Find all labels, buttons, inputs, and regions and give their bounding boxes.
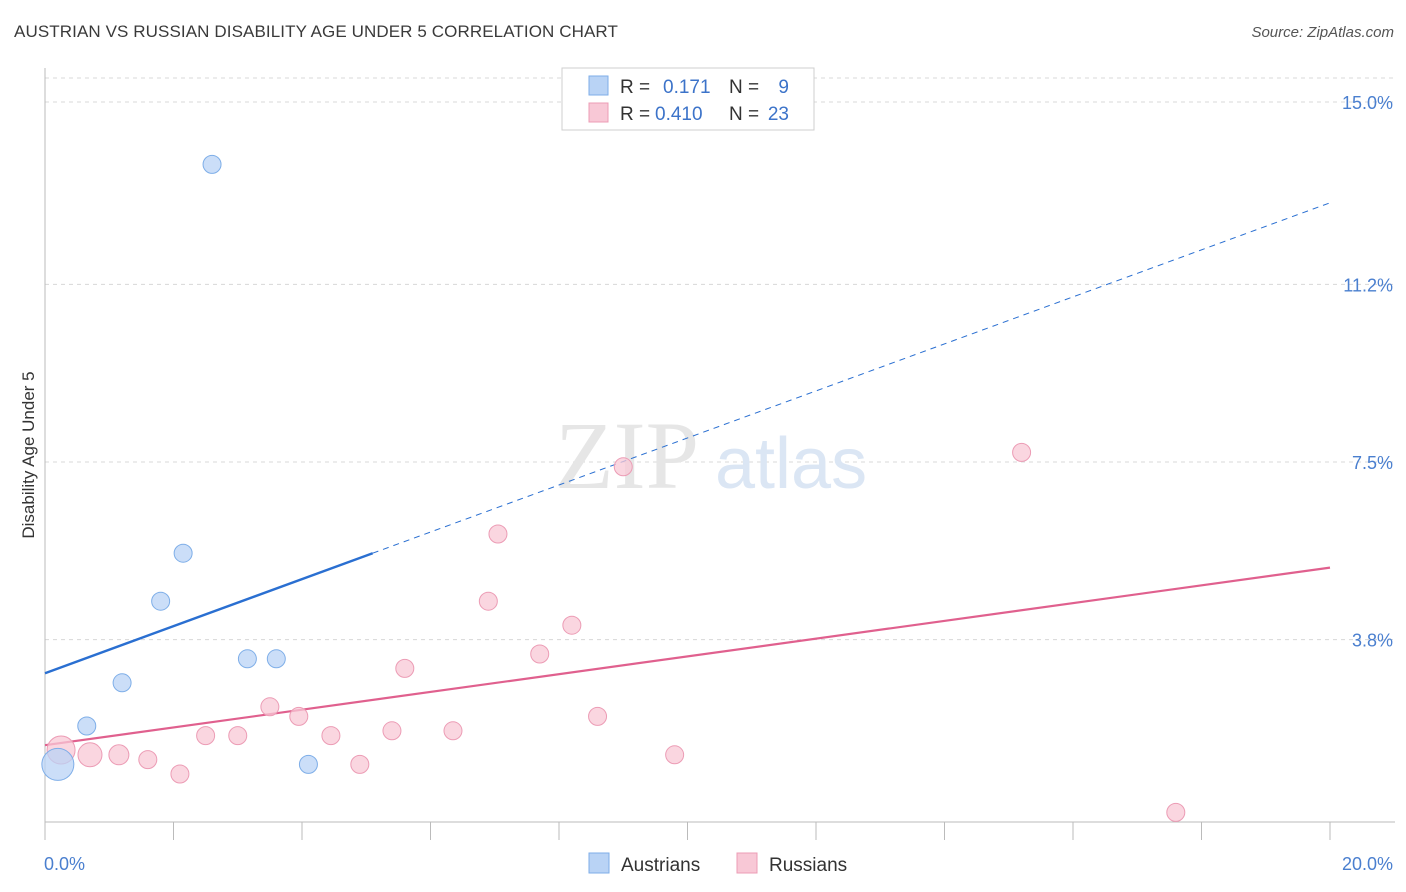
russians-point xyxy=(588,706,608,726)
bottom-legend: Austrians Russians xyxy=(588,852,847,876)
legend-n-label-russians: N = xyxy=(729,104,759,125)
y-tick-label: 7.5% xyxy=(1352,453,1393,473)
watermark-atlas: atlas xyxy=(715,424,867,504)
austrians-point xyxy=(173,543,193,563)
russians-trend-line xyxy=(44,566,1331,747)
russians-point xyxy=(382,721,402,741)
austrians-point xyxy=(151,591,171,611)
austrians-point xyxy=(77,716,97,736)
russians-point xyxy=(228,726,248,746)
russians-point xyxy=(665,745,685,765)
legend-r-label-russians: R = xyxy=(620,104,650,125)
bottom-legend-swatch-russians xyxy=(736,852,758,874)
austrians-trend-line xyxy=(44,552,374,675)
tick-labels: 3.8% 7.5% 11.2% 15.0% 0.0% 20.0% xyxy=(44,93,1393,874)
austrians-trend-extension xyxy=(372,202,1331,554)
legend-box: R = 0.171 N = 9 R = 0.410 N = 23 xyxy=(561,67,815,131)
austrians-point xyxy=(41,747,75,781)
trend-layer xyxy=(44,202,1331,747)
bottom-legend-label-russians: Russians xyxy=(769,855,847,876)
legend-n-value-austrians: 9 xyxy=(778,77,789,98)
russians-point xyxy=(289,706,309,726)
austrians-point xyxy=(112,673,132,693)
russians-point xyxy=(321,726,341,746)
legend-r-value-austrians: 0.171 xyxy=(663,77,711,98)
russians-point xyxy=(138,750,158,770)
russians-point xyxy=(77,742,103,768)
grid-layer xyxy=(45,77,1395,641)
legend-n-value-russians: 23 xyxy=(768,104,789,125)
russians-point xyxy=(478,591,498,611)
y-axis-label: Disability Age Under 5 xyxy=(19,371,38,538)
russians-point xyxy=(170,764,190,784)
russians-point xyxy=(395,658,415,678)
legend-r-label-austrians: R = xyxy=(620,77,650,98)
russians-point xyxy=(488,524,508,544)
austrians-point xyxy=(266,649,286,669)
austrians-point xyxy=(237,649,257,669)
russians-point xyxy=(350,754,370,774)
chart-title: AUSTRIAN VS RUSSIAN DISABILITY AGE UNDER… xyxy=(14,22,618,41)
austrians-point xyxy=(202,154,222,174)
russians-point xyxy=(443,721,463,741)
bottom-legend-swatch-austrians xyxy=(588,852,610,874)
y-tick-label: 15.0% xyxy=(1342,93,1393,113)
watermark: ZIP atlas xyxy=(555,402,867,509)
legend-r-value-russians: 0.410 xyxy=(655,104,703,125)
y-tick-label: 11.2% xyxy=(1343,275,1393,295)
x-tick-label-max: 20.0% xyxy=(1342,854,1393,874)
austrians-point xyxy=(298,754,318,774)
axis-layer xyxy=(44,68,1395,840)
russians-point xyxy=(1166,802,1186,822)
legend-swatch-russians xyxy=(588,102,609,123)
russians-point xyxy=(562,615,582,635)
points-layer xyxy=(41,154,1186,822)
bottom-legend-label-austrians: Austrians xyxy=(621,855,700,876)
russians-point xyxy=(613,457,633,477)
russians-point xyxy=(260,697,280,717)
russians-point xyxy=(196,726,216,746)
legend-n-label-austrians: N = xyxy=(729,77,759,98)
russians-point xyxy=(108,744,130,766)
legend-swatch-austrians xyxy=(588,75,609,96)
x-tick-label-min: 0.0% xyxy=(44,854,85,874)
russians-point xyxy=(1012,442,1032,462)
watermark-zip: ZIP xyxy=(555,402,699,509)
chart-source: Source: ZipAtlas.com xyxy=(1251,24,1394,41)
y-tick-label: 3.8% xyxy=(1352,631,1393,651)
russians-point xyxy=(530,644,550,664)
